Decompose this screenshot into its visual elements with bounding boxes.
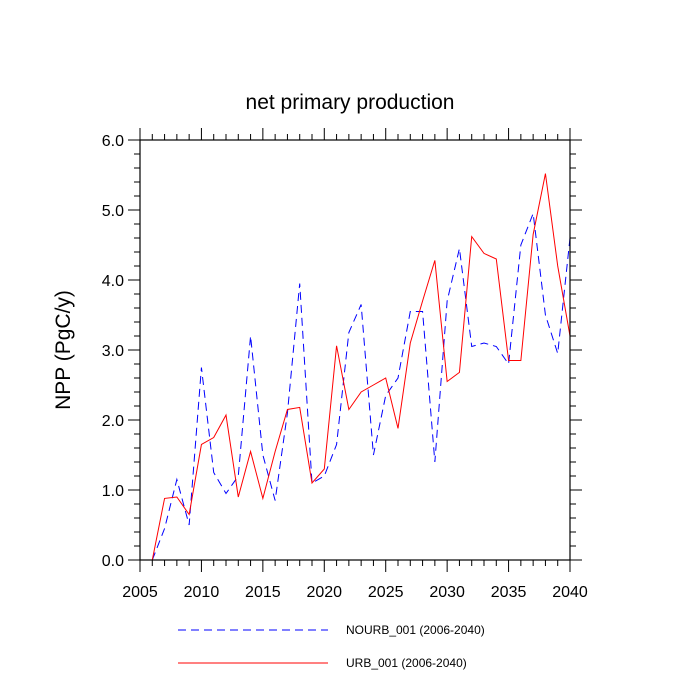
- x-tick-label: 2030: [429, 584, 465, 601]
- legend: NOURB_001 (2006-2040) URB_001 (2006-2040…: [178, 623, 485, 670]
- axis-ticks: [128, 128, 582, 572]
- series-line-nourb: [151, 213, 571, 561]
- x-tick-label: 2025: [368, 584, 404, 601]
- x-tick-label: 2020: [306, 584, 342, 601]
- series-line-urb: [151, 173, 571, 561]
- x-tick-label: 2010: [184, 584, 220, 601]
- legend-label-nourb: NOURB_001 (2006-2040): [346, 623, 485, 637]
- x-tick-label: 2040: [552, 584, 588, 601]
- y-tick-label: 2.0: [102, 413, 124, 430]
- y-tick-label: 3.0: [102, 343, 124, 360]
- y-tick-label: 6.0: [102, 133, 124, 150]
- plot-frame: [139, 139, 571, 561]
- series-lines: [151, 173, 571, 561]
- x-tick-label: 2015: [245, 584, 281, 601]
- y-axis-label: NPP (PgC/y): [52, 290, 75, 410]
- y-tick-label: 1.0: [102, 483, 124, 500]
- y-tick-label: 0.0: [102, 553, 124, 570]
- x-tick-label: 2005: [122, 584, 158, 601]
- chart-title: net primary production: [246, 91, 455, 114]
- x-tick-label: 2035: [491, 584, 527, 601]
- y-tick-label: 4.0: [102, 273, 124, 290]
- legend-label-urb: URB_001 (2006-2040): [346, 656, 467, 670]
- tick-labels: 2005 2010 2015 2020 2025 2030 2035 2040 0.0 1.0 2.…: [102, 133, 588, 601]
- y-tick-label: 5.0: [102, 203, 124, 220]
